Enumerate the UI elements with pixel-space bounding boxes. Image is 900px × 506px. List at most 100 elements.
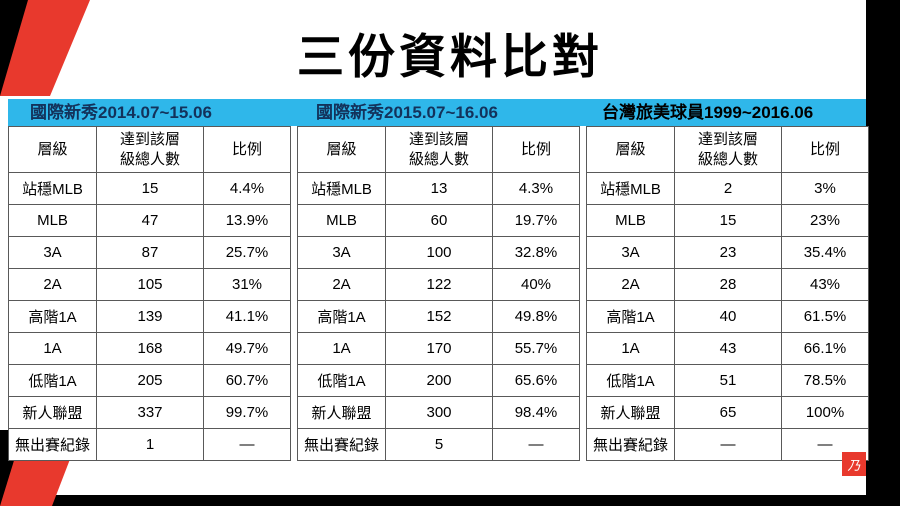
table-row: 站穩MLB 2 3% xyxy=(586,172,869,205)
level-cell: 3A xyxy=(297,236,386,269)
percent-cell: 32.8% xyxy=(492,236,580,269)
column-header-count: 達到該層級總人數 xyxy=(96,126,204,173)
table-intl-rookies-2015: 層級 達到該層級總人數 比例 站穩MLB 13 4.3% MLB 60 19.7… xyxy=(297,126,580,461)
percent-cell: — xyxy=(203,428,291,461)
level-cell: 高階1A xyxy=(586,300,675,333)
header-row: 層級 達到該層級總人數 比例 xyxy=(8,126,291,173)
percent-cell: 78.5% xyxy=(781,364,869,397)
table-row: MLB 60 19.7% xyxy=(297,204,580,237)
count-cell: 15 xyxy=(674,204,782,237)
table-row: 站穩MLB 15 4.4% xyxy=(8,172,291,205)
table-row: 3A 23 35.4% xyxy=(586,236,869,269)
percent-cell: 19.7% xyxy=(492,204,580,237)
percent-cell: 65.6% xyxy=(492,364,580,397)
count-cell: 152 xyxy=(385,300,493,333)
count-cell: 60 xyxy=(385,204,493,237)
level-cell: 2A xyxy=(8,268,97,301)
count-cell: 2 xyxy=(674,172,782,205)
table-headers-band: 國際新秀2014.07~15.06 國際新秀2015.07~16.06 台灣旅美… xyxy=(8,99,866,126)
count-cell: 168 xyxy=(96,332,204,365)
percent-cell: 66.1% xyxy=(781,332,869,365)
level-cell: 新人聯盟 xyxy=(586,396,675,429)
column-header-level: 層級 xyxy=(586,126,675,173)
count-cell: — xyxy=(674,428,782,461)
column-header-count-text: 達到該層級總人數 xyxy=(408,131,469,168)
column-header-ratio: 比例 xyxy=(203,126,291,173)
percent-cell: 25.7% xyxy=(203,236,291,269)
level-cell: 站穩MLB xyxy=(586,172,675,205)
table-row: 2A 105 31% xyxy=(8,268,291,301)
percent-cell: 4.3% xyxy=(492,172,580,205)
level-cell: 2A xyxy=(297,268,386,301)
level-cell: 1A xyxy=(297,332,386,365)
table-row: 高階1A 139 41.1% xyxy=(8,300,291,333)
table-row: 1A 170 55.7% xyxy=(297,332,580,365)
table-row: 新人聯盟 300 98.4% xyxy=(297,396,580,429)
percent-cell: — xyxy=(492,428,580,461)
table-row: 新人聯盟 65 100% xyxy=(586,396,869,429)
table-row: MLB 47 13.9% xyxy=(8,204,291,237)
percent-cell: 35.4% xyxy=(781,236,869,269)
count-cell: 65 xyxy=(674,396,782,429)
level-cell: 3A xyxy=(586,236,675,269)
percent-cell: 49.8% xyxy=(492,300,580,333)
column-header-count-text: 達到該層級總人數 xyxy=(119,131,180,168)
channel-logo-text: 乃 xyxy=(847,458,861,474)
count-cell: 47 xyxy=(96,204,204,237)
level-cell: 1A xyxy=(8,332,97,365)
level-cell: 低階1A xyxy=(586,364,675,397)
table-row: MLB 15 23% xyxy=(586,204,869,237)
column-header-count: 達到該層級總人數 xyxy=(674,126,782,173)
level-cell: 3A xyxy=(8,236,97,269)
count-cell: 13 xyxy=(385,172,493,205)
table-row: 3A 100 32.8% xyxy=(297,236,580,269)
percent-cell: 41.1% xyxy=(203,300,291,333)
level-cell: MLB xyxy=(297,204,386,237)
tables-row: 層級 達到該層級總人數 比例 站穩MLB 15 4.4% MLB 47 13.9… xyxy=(8,126,869,461)
level-cell: 無出賽紀錄 xyxy=(586,428,675,461)
level-cell: 低階1A xyxy=(297,364,386,397)
count-cell: 200 xyxy=(385,364,493,397)
count-cell: 40 xyxy=(674,300,782,333)
table-row: 無出賽紀錄 1 — xyxy=(8,428,291,461)
table-row: 無出賽紀錄 — — xyxy=(586,428,869,461)
count-cell: 28 xyxy=(674,268,782,301)
percent-cell: 23% xyxy=(781,204,869,237)
level-cell: 無出賽紀錄 xyxy=(8,428,97,461)
percent-cell: 60.7% xyxy=(203,364,291,397)
percent-cell: 99.7% xyxy=(203,396,291,429)
column-header-ratio: 比例 xyxy=(492,126,580,173)
column-header-ratio: 比例 xyxy=(781,126,869,173)
table-taiwan-players: 層級 達到該層級總人數 比例 站穩MLB 2 3% MLB 15 23% 3A xyxy=(586,126,869,461)
count-cell: 205 xyxy=(96,364,204,397)
count-cell: 100 xyxy=(385,236,493,269)
percent-cell: 3% xyxy=(781,172,869,205)
table-row: 2A 28 43% xyxy=(586,268,869,301)
level-cell: 站穩MLB xyxy=(8,172,97,205)
count-cell: 51 xyxy=(674,364,782,397)
count-cell: 170 xyxy=(385,332,493,365)
column-header-level: 層級 xyxy=(8,126,97,173)
level-cell: 新人聯盟 xyxy=(8,396,97,429)
percent-cell: 31% xyxy=(203,268,291,301)
level-cell: 2A xyxy=(586,268,675,301)
column-header-level: 層級 xyxy=(297,126,386,173)
count-cell: 5 xyxy=(385,428,493,461)
percent-cell: 98.4% xyxy=(492,396,580,429)
percent-cell: 55.7% xyxy=(492,332,580,365)
table-row: 2A 122 40% xyxy=(297,268,580,301)
level-cell: 站穩MLB xyxy=(297,172,386,205)
level-cell: 低階1A xyxy=(8,364,97,397)
count-cell: 337 xyxy=(96,396,204,429)
table-row: 高階1A 152 49.8% xyxy=(297,300,580,333)
table-row: 無出賽紀錄 5 — xyxy=(297,428,580,461)
level-cell: 1A xyxy=(586,332,675,365)
level-cell: 新人聯盟 xyxy=(297,396,386,429)
header-row: 層級 達到該層級總人數 比例 xyxy=(297,126,580,173)
table-row: 站穩MLB 13 4.3% xyxy=(297,172,580,205)
count-cell: 139 xyxy=(96,300,204,333)
percent-cell: 13.9% xyxy=(203,204,291,237)
count-cell: 300 xyxy=(385,396,493,429)
table-row: 低階1A 51 78.5% xyxy=(586,364,869,397)
